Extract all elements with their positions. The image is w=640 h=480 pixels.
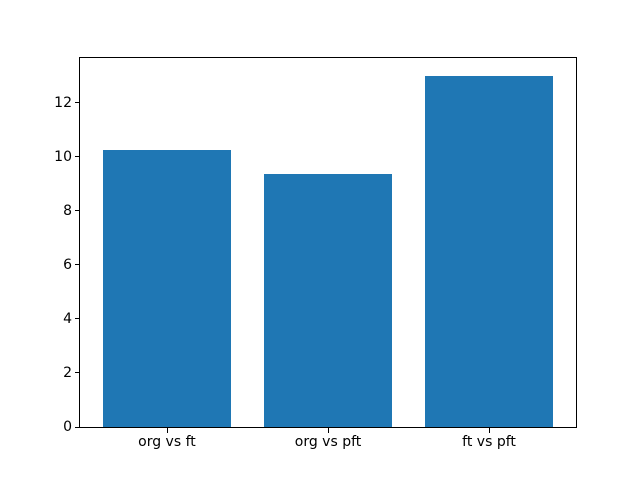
x-tick-label: org vs ft [138, 434, 196, 450]
x-tick-mark [166, 428, 168, 433]
x-tick-mark [489, 428, 491, 433]
y-tick-mark [75, 372, 80, 374]
y-tick-label: 6 [63, 256, 72, 273]
y-tick-mark [75, 102, 80, 104]
y-tick-mark [75, 264, 80, 266]
y-tick-label: 12 [54, 94, 72, 111]
x-tick-mark [328, 428, 329, 433]
plot-area [79, 57, 577, 428]
x-tick-label: org vs pft [294, 434, 362, 450]
y-tick-mark [75, 426, 80, 428]
bar-org-vs-ft [102, 149, 232, 427]
bar-ft-vs-pft [424, 75, 554, 427]
y-tick-mark [75, 318, 80, 320]
y-tick-label: 2 [63, 364, 72, 381]
y-tick-label: 8 [63, 202, 72, 219]
y-tick-label: 0 [63, 419, 72, 435]
bar-org-vs-pft [263, 174, 393, 427]
x-tick-label: ft vs pft [462, 434, 516, 450]
y-tick-label: 4 [63, 310, 72, 327]
y-tick-mark [75, 210, 80, 212]
y-tick-label: 10 [54, 148, 72, 165]
y-tick-mark [75, 156, 80, 158]
